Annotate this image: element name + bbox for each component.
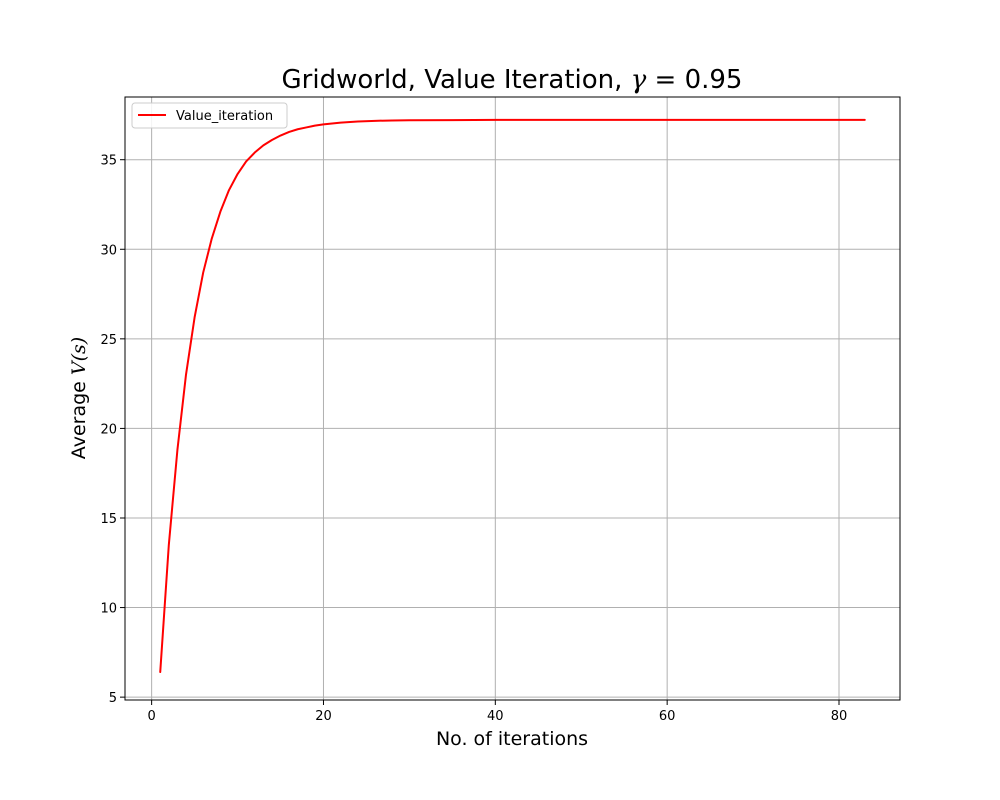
ticks: 0 20 40 60 80 5 10 15 20 25 30 35 [100,154,847,724]
legend: Value_iteration [131,102,288,129]
x-tick-label: 20 [315,709,332,724]
y-tick-label: 30 [100,243,117,258]
series-line-value-iteration [159,118,866,674]
y-axis-label: Average V(s) [68,337,90,459]
y-tick-label: 20 [100,422,117,437]
series-layer [159,118,866,674]
y-tick-label: 5 [109,691,117,706]
x-tick-label: 80 [831,709,848,724]
legend-frame [131,102,288,129]
x-tick-label: 40 [487,709,504,724]
legend-label-value-iteration: Value_iteration [176,109,273,124]
x-tick-label: 60 [659,709,676,724]
y-tick-label: 15 [100,512,117,527]
y-tick-label: 25 [100,333,117,348]
y-tick-label: 35 [100,154,117,169]
plot-frame [124,96,901,701]
y-tick-label: 10 [100,602,117,617]
x-axis-label: No. of iterations [436,728,588,750]
x-tick-label: 0 [147,709,155,724]
chart-title: Gridworld, Value Iteration, γ = 0.95 [282,65,743,95]
grid [125,97,900,700]
